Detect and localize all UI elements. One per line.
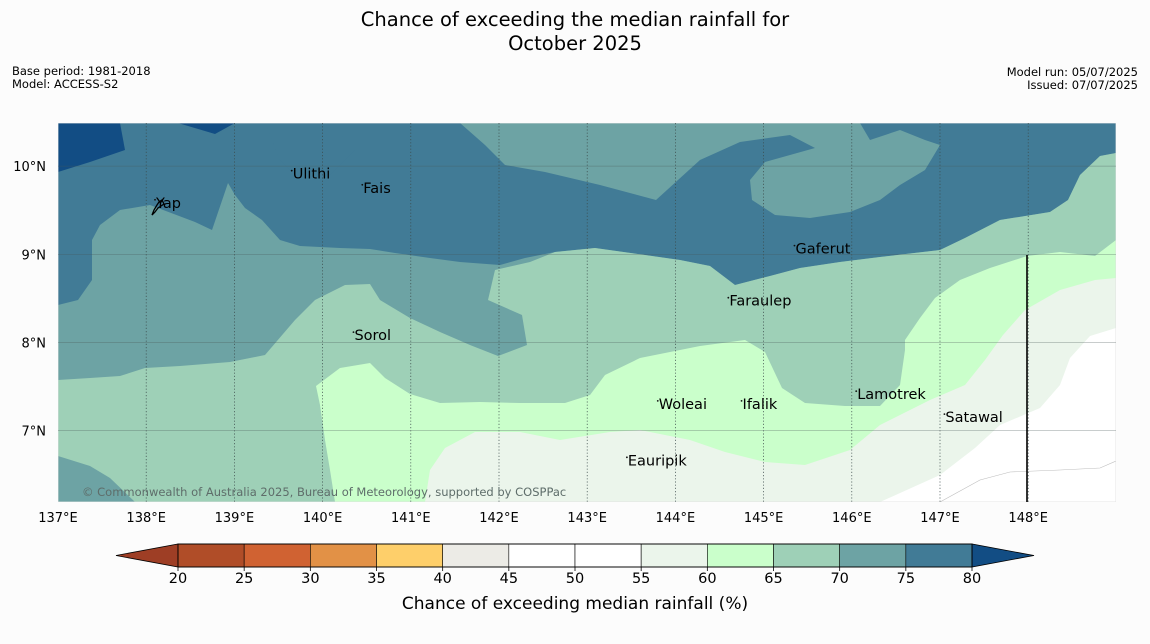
model-name: Model: ACCESS-S2 bbox=[12, 77, 119, 91]
colorbar-tick-label: 40 bbox=[433, 571, 451, 587]
colorbar-tick-label: 45 bbox=[500, 571, 518, 587]
colorbar-bin bbox=[508, 543, 576, 568]
colorbar-bin bbox=[905, 543, 973, 568]
place-marker bbox=[793, 244, 796, 247]
place-marker bbox=[361, 183, 364, 186]
colorbar-bin bbox=[574, 543, 642, 568]
colorbar-bin bbox=[773, 543, 840, 568]
place-marker bbox=[656, 399, 659, 402]
place-marker bbox=[855, 390, 858, 393]
colorbar-bin bbox=[707, 543, 774, 568]
yap-island-outline bbox=[151, 199, 165, 216]
axis-tick-labels: 137°E 138°E 139°E 140°E 141°E 142°E 143°E 144°E… bbox=[13, 160, 1048, 526]
place-label: Ifalik bbox=[743, 397, 778, 413]
model-run: Model run: 05/07/2025 bbox=[1006, 65, 1138, 79]
lon-tick-label: 143°E bbox=[567, 511, 607, 526]
lon-tick-label: 147°E bbox=[920, 511, 960, 526]
zone-70-75-inlet bbox=[460, 123, 940, 218]
lat-tick-label: 8°N bbox=[22, 337, 47, 352]
place-marker bbox=[352, 331, 355, 333]
place-label: Yap bbox=[155, 196, 181, 212]
colorbar-bin bbox=[243, 543, 311, 568]
lon-tick-label: 145°E bbox=[744, 511, 784, 526]
colorbar-tick-label: 80 bbox=[963, 571, 981, 587]
lon-tick-label: 141°E bbox=[391, 511, 431, 526]
zone-55-60 bbox=[425, 278, 1116, 502]
colorbar-bin bbox=[839, 543, 907, 568]
lon-tick-label: 140°E bbox=[303, 511, 343, 526]
lat-tick-label: 10°N bbox=[13, 160, 46, 175]
place-label: Satawal bbox=[945, 410, 1002, 426]
place-marker bbox=[290, 169, 293, 172]
left-metadata: Base period: 1981-2018 Model: ACCESS-S2 bbox=[12, 65, 151, 91]
zone-50-55 bbox=[880, 328, 1116, 502]
colorbar-bin bbox=[376, 543, 443, 568]
colorbar-tick-label: 65 bbox=[764, 571, 782, 587]
base-period: Base period: 1981-2018 bbox=[12, 64, 151, 78]
place-marker bbox=[727, 296, 730, 299]
zone-70-75-lower bbox=[58, 456, 135, 502]
place-label: Sorol bbox=[354, 328, 391, 344]
contour-edge bbox=[939, 460, 1116, 502]
zone-above-80 bbox=[58, 123, 125, 172]
colorbar-tick-label: 35 bbox=[367, 571, 385, 587]
place-marker bbox=[625, 456, 628, 459]
zone-75-80-patch bbox=[265, 123, 355, 180]
lon-tick-label: 144°E bbox=[656, 511, 696, 526]
place-marker bbox=[943, 413, 946, 416]
colorbar-legend: 20 25 30 35 40 45 50 55 60 65 70 75 80 bbox=[115, 543, 1035, 587]
colorbar-bin bbox=[310, 543, 377, 568]
place-label: Faraulep bbox=[729, 294, 791, 310]
place-label: Eauripik bbox=[628, 453, 687, 469]
title-line-2: October 2025 bbox=[508, 32, 642, 55]
colorbar-tick-label: 55 bbox=[632, 571, 650, 587]
copyright-notice: © Commonwealth of Australia 2025, Bureau… bbox=[82, 485, 566, 499]
zone-above-80-small bbox=[178, 123, 235, 134]
colorbar-tick-label: 75 bbox=[897, 571, 915, 587]
place-label: Woleai bbox=[659, 397, 707, 413]
lon-tick-label: 148°E bbox=[1008, 511, 1048, 526]
colorbar-tick-label: 70 bbox=[830, 571, 848, 587]
lon-tick-label: 142°E bbox=[479, 511, 519, 526]
title-line-1: Chance of exceeding the median rainfall … bbox=[360, 8, 790, 31]
lon-tick-label: 138°E bbox=[126, 511, 166, 526]
lon-tick-label: 137°E bbox=[38, 511, 78, 526]
colorbar-under-arrow bbox=[115, 543, 179, 568]
colorbar-tick-label: 60 bbox=[698, 571, 716, 587]
legend-title: Chance of exceeding median rainfall (%) bbox=[401, 594, 749, 614]
map-title: Chance of exceeding the median rainfall … bbox=[0, 8, 1150, 56]
issue-date: Issued: 07/07/2025 bbox=[1027, 78, 1138, 92]
colorbar-tick-label: 25 bbox=[235, 571, 253, 587]
place-label: Ulithi bbox=[293, 167, 331, 183]
lat-tick-label: 7°N bbox=[22, 425, 47, 440]
right-metadata: Model run: 05/07/2025 Issued: 07/07/2025 bbox=[1007, 66, 1138, 92]
place-label: Fais bbox=[363, 181, 390, 197]
colorbar-over-arrow bbox=[971, 543, 1035, 568]
place-labels: Yap Ulithi Fais Gaferut Faraulep Sorol Lamotre… bbox=[154, 167, 1003, 469]
place-label: Gaferut bbox=[795, 242, 850, 258]
lon-tick-label: 139°E bbox=[215, 511, 255, 526]
colorbar-bin bbox=[640, 543, 708, 568]
lon-tick-label: 146°E bbox=[832, 511, 872, 526]
colorbar-tick-label: 30 bbox=[301, 571, 319, 587]
place-marker bbox=[740, 399, 743, 402]
colorbar-bin bbox=[442, 543, 510, 568]
colorbar-bin bbox=[177, 543, 245, 568]
place-label: Lamotrek bbox=[857, 387, 926, 403]
colorbar-tick-label: 20 bbox=[169, 571, 187, 587]
colorbar-tick-label: 50 bbox=[566, 571, 584, 587]
place-marker bbox=[154, 198, 156, 201]
lat-tick-label: 9°N bbox=[22, 248, 47, 263]
map-gridlines bbox=[58, 123, 1116, 502]
